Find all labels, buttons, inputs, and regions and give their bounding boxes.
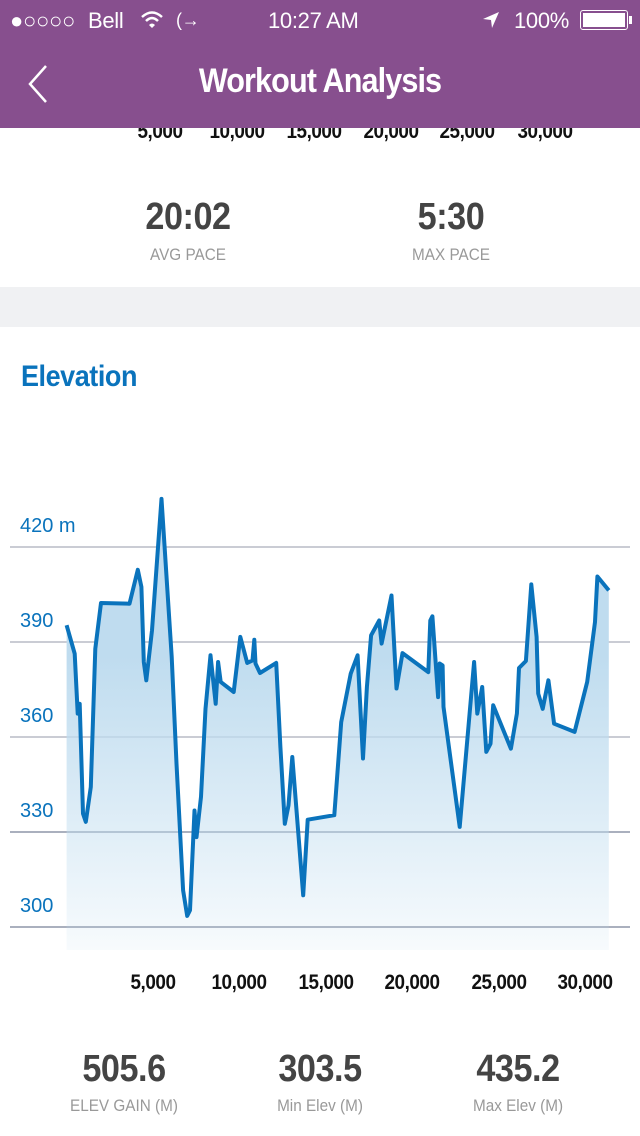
call-forward-icon: (→ bbox=[176, 10, 200, 30]
elevation-area bbox=[66, 498, 609, 950]
y-tick-label: 300 bbox=[20, 895, 54, 917]
page-title: Workout Analysis bbox=[198, 62, 442, 100]
y-tick-label: 390 bbox=[20, 610, 54, 632]
max-elev-value: 435.2 bbox=[476, 1048, 560, 1090]
x-tick-label: 25,000 bbox=[471, 971, 527, 994]
max-pace-label: MAX PACE bbox=[412, 245, 490, 264]
avg-pace-label: AVG PACE bbox=[150, 245, 226, 264]
x-tick-label: 10,000 bbox=[211, 971, 268, 994]
x-tick-label: 20,000 bbox=[384, 971, 441, 994]
y-tick-label: 420 m bbox=[20, 515, 76, 537]
avg-pace-value: 20:02 bbox=[145, 196, 231, 238]
x-tick-label: 15,000 bbox=[298, 971, 354, 994]
clock: 10:27 AM bbox=[268, 8, 359, 33]
max-pace-value: 5:30 bbox=[417, 196, 485, 238]
back-button[interactable] bbox=[26, 62, 66, 106]
x-tick-label: 5,000 bbox=[130, 971, 176, 994]
y-tick-label: 330 bbox=[20, 800, 54, 822]
elevation-title: Elevation bbox=[21, 360, 137, 393]
elev-gain-label: ELEV GAIN (M) bbox=[70, 1096, 178, 1115]
signal-strength: ●○○○○ bbox=[10, 8, 75, 33]
min-elev-value: 303.5 bbox=[278, 1048, 362, 1090]
location-arrow-icon bbox=[483, 12, 499, 28]
max-elev-label: Max Elev (M) bbox=[472, 1096, 564, 1115]
header: ●○○○○ Bell (→ 10:27 AM 100% Workout Anal… bbox=[0, 0, 640, 128]
y-tick-label: 360 bbox=[20, 705, 54, 727]
min-elev-label: Min Elev (M) bbox=[277, 1096, 363, 1115]
elevation-line bbox=[64, 496, 611, 918]
battery-percent: 100% bbox=[514, 8, 570, 33]
battery-icon bbox=[580, 10, 628, 30]
carrier: Bell bbox=[88, 8, 124, 33]
x-tick-label: 30,000 bbox=[557, 971, 613, 994]
section-divider bbox=[0, 287, 640, 327]
wifi-icon bbox=[141, 11, 163, 28]
elev-gain-value: 505.6 bbox=[82, 1048, 166, 1090]
